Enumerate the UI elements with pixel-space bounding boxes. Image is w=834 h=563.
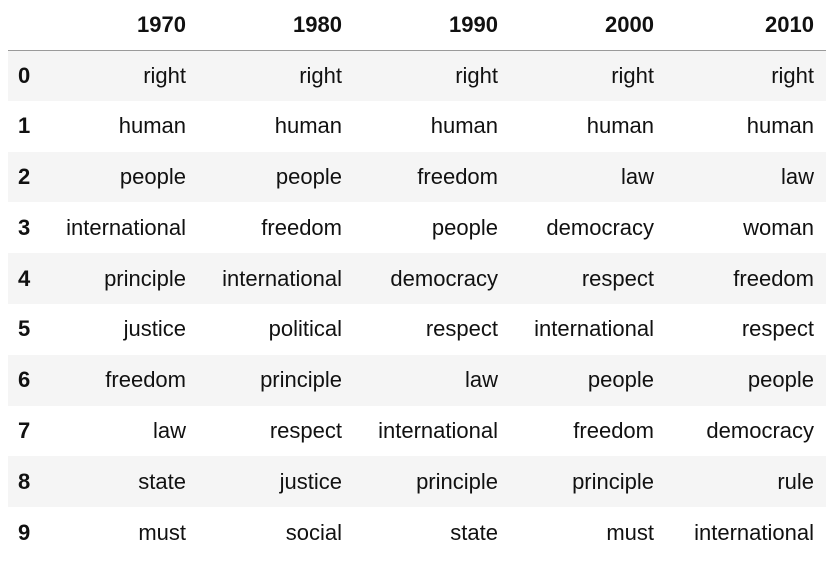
row-index: 8 [18,468,31,494]
table-cell: rule [777,468,814,494]
column-header-2010: 2010 [666,0,826,51]
table-row: 3 international freedom people democracy… [8,202,826,254]
header-row: 1970 1980 1990 2000 2010 [8,0,826,51]
table-cell: freedom [733,265,814,291]
table-row: 4 principle international democracy resp… [8,253,826,304]
table-cell: international [378,417,498,443]
table-row: 9 must social state must international [8,507,826,558]
table-cell: justice [279,468,342,494]
table-cell: human [118,113,186,139]
table-cell: democracy [706,417,814,443]
table-cell: respect [741,316,814,342]
table-cell: woman [743,214,814,240]
table-cell: principle [416,468,498,494]
row-index: 5 [18,316,31,342]
table-cell: state [450,519,498,545]
table-cell: human [746,113,814,139]
table-row: 2 people people freedom law law [8,151,826,203]
table-row: 0 right right right right right [8,50,826,101]
row-index: 7 [18,417,31,443]
row-index: 9 [18,519,31,545]
table-cell: international [66,214,186,240]
table-cell: respect [269,417,342,443]
table-cell: right [611,62,654,88]
index-header [8,0,52,51]
table-row: 8 state justice principle principle rule [8,456,826,508]
table-cell: right [143,62,186,88]
table-cell: international [694,519,814,545]
table-header: 1970 1980 1990 2000 2010 [8,0,826,51]
column-header-1980: 1980 [198,0,354,51]
table-cell: law [620,163,654,189]
table-cell: freedom [261,214,342,240]
table-cell: people [587,367,654,393]
column-header-1970: 1970 [52,0,198,51]
table-cell: respect [425,316,498,342]
table-cell: must [138,519,186,545]
row-index: 6 [18,367,31,393]
table-cell: respect [581,265,654,291]
table-cell: human [274,113,342,139]
table-cell: freedom [573,417,654,443]
table-cell: human [586,113,654,139]
table-cell: law [780,163,814,189]
table-body: 0 right right right right right 1 human … [8,50,826,558]
table-cell: people [747,367,814,393]
table-cell: international [534,316,654,342]
table-cell: people [431,214,498,240]
table-cell: international [222,265,342,291]
column-header-1990: 1990 [354,0,510,51]
row-index: 2 [18,163,31,189]
table-cell: people [275,163,342,189]
table-cell: principle [104,265,186,291]
table-cell: democracy [546,214,654,240]
table-cell: principle [572,468,654,494]
dataframe-table: 1970 1980 1990 2000 2010 0 right right r… [8,0,826,558]
table-cell: social [285,519,342,545]
row-index: 3 [18,214,31,240]
table-cell: democracy [390,265,498,291]
table-cell: people [119,163,186,189]
table-row: 1 human human human human human [8,100,826,152]
table-row: 6 freedom principle law people people [8,354,826,406]
row-index: 1 [18,113,31,139]
table-cell: human [430,113,498,139]
table-cell: must [606,519,654,545]
table-cell: right [455,62,498,88]
table-cell: freedom [417,163,498,189]
table-row: 7 law respect international freedom demo… [8,405,826,457]
row-index: 0 [18,62,31,88]
row-index: 4 [18,265,31,291]
table-row: 5 justice political respect internationa… [8,303,826,355]
table-cell: principle [260,367,342,393]
table-cell: justice [123,316,186,342]
table-cell: right [299,62,342,88]
table-cell: law [464,367,498,393]
table-cell: freedom [105,367,186,393]
column-header-2000: 2000 [510,0,666,51]
table-cell: political [268,316,342,342]
table-cell: law [152,417,186,443]
table-cell: right [771,62,814,88]
table-cell: state [138,468,186,494]
